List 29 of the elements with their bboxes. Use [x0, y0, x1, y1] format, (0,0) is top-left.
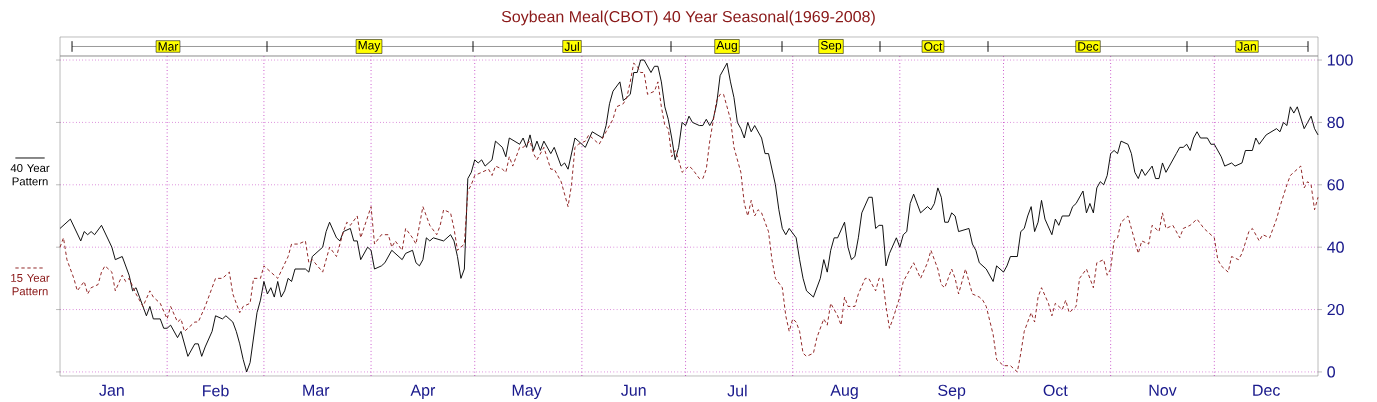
- text: Oct: [924, 42, 943, 51]
- x-tick-label: Feb: [203, 384, 229, 397]
- x-tick-label: Oct: [1043, 384, 1068, 397]
- text: Jul: [564, 42, 579, 51]
- x-tick-label: Mar: [303, 384, 330, 396]
- x-tick-label: Apr: [410, 384, 436, 400]
- x-tick-label: Jul: [727, 384, 747, 397]
- text: Dec: [1078, 42, 1099, 51]
- x-tick-label: Aug: [830, 384, 858, 400]
- x-tick-label: Jan: [99, 384, 124, 396]
- y-tick-label: 100: [1327, 54, 1353, 66]
- text: Jan: [1237, 42, 1256, 51]
- text: Aug: [716, 41, 737, 52]
- text: May: [358, 41, 381, 52]
- x-tick-label: Sep: [938, 384, 966, 400]
- x-tick-label: Jun: [621, 384, 646, 396]
- y-tick-label: 0: [1327, 366, 1335, 378]
- legend-label: 15 Year Pattern: [11, 274, 50, 296]
- legend-label: 40 Year Pattern: [10, 164, 50, 186]
- text: Sep: [820, 41, 842, 52]
- y-tick-label: 20: [1327, 303, 1344, 316]
- text: Mar: [158, 42, 179, 51]
- y-tick-label: 60: [1327, 179, 1344, 191]
- x-tick-label: May: [512, 384, 542, 400]
- y-tick-label: 40: [1327, 241, 1344, 253]
- x-tick-label: Nov: [1149, 384, 1177, 396]
- y-tick-label: 80: [1327, 116, 1344, 129]
- x-tick-label: Dec: [1253, 384, 1280, 396]
- chart-title: Soybean Meal(CBOT) 40 Year Seasonal(1969-2008): [501, 10, 875, 26]
